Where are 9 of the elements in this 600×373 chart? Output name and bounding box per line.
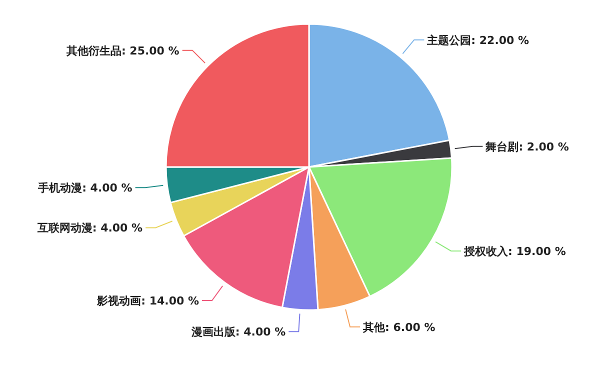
slice-label: 影视动画: 14.00 % [96,294,200,308]
slice-label: 其他: 6.00 % [362,320,436,334]
slice-label: 主题公园: 22.00 % [426,34,530,47]
slice-label: 其他衍生品: 25.00 % [65,44,180,58]
slice-label: 授权收入: 19.00 % [463,244,566,258]
slice-label: 漫画出版: 4.00 % [190,326,286,339]
slice-label: 互联网动漫: 4.00 % [36,222,143,235]
slice-label: 舞台剧: 2.00 % [484,140,569,154]
slice-label: 手机动漫: 4.00 % [37,182,132,195]
